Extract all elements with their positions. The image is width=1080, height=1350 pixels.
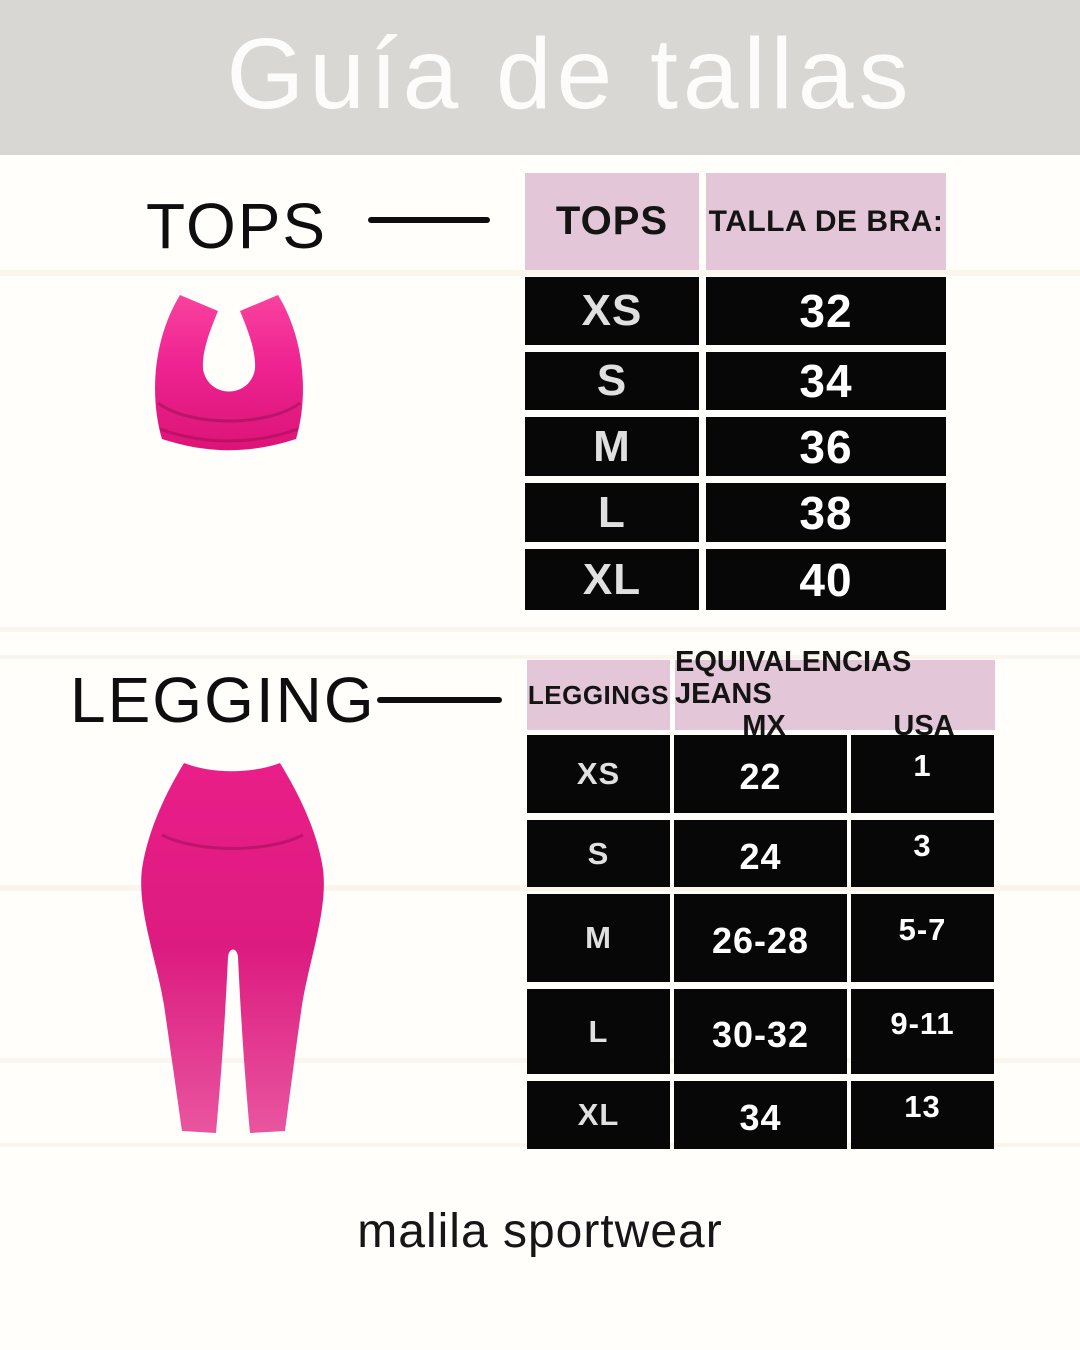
page-title: Guía de tallas xyxy=(226,18,914,130)
title-banner: Guía de tallas xyxy=(0,0,1080,155)
mx-value-cell: 22 xyxy=(674,735,847,813)
header-cell-product: TOPS xyxy=(525,173,699,270)
mx-value-cell: 24 xyxy=(674,820,847,887)
size-cell: XS xyxy=(527,735,670,813)
jeans-group-title: EQUIVALENCIAS JEANS xyxy=(675,646,912,711)
leggings-size-table: LEGGINGS EQUIVALENCIAS JEANS MX USA XS 2… xyxy=(527,646,995,1149)
leggings-table-header-row: LEGGINGS EQUIVALENCIAS JEANS MX USA xyxy=(527,646,995,742)
brand-name: malila sportwear xyxy=(357,1205,723,1258)
usa-value-cell: 9-11 xyxy=(851,989,994,1074)
background-stripe xyxy=(0,885,1080,891)
header-cell-jeans-group: EQUIVALENCIAS JEANS MX USA xyxy=(675,646,995,742)
mx-value-cell: 26-28 xyxy=(674,894,847,982)
background-stripe xyxy=(0,627,1080,632)
size-cell: XL xyxy=(527,1081,670,1149)
size-cell: S xyxy=(525,352,699,410)
size-cell: XS xyxy=(525,277,699,345)
brand-footer: malila sportwear xyxy=(0,1204,1080,1259)
header-cell-leggings: LEGGINGS xyxy=(527,660,670,730)
bra-size-cell: 36 xyxy=(706,417,946,476)
sports-bra-image xyxy=(155,295,303,451)
tops-table-body: XS 32 S 34 M 36 L 38 XL 40 xyxy=(525,277,946,610)
legging-dash-line xyxy=(377,697,502,703)
usa-value-cell: 13 xyxy=(851,1081,994,1149)
background-stripe xyxy=(0,270,1080,276)
bra-size-cell: 38 xyxy=(706,483,946,542)
usa-value-cell: 1 xyxy=(851,735,994,813)
size-cell: M xyxy=(527,894,670,982)
legging-heading: LEGGING xyxy=(70,664,376,736)
tops-table-header-row: TOPS TALLA DE BRA: xyxy=(525,173,946,270)
mx-value-cell: 34 xyxy=(674,1081,847,1149)
header-cell-bra-size: TALLA DE BRA: xyxy=(706,173,946,270)
usa-value-cell: 5-7 xyxy=(851,894,994,982)
usa-value-cell: 3 xyxy=(851,820,994,887)
size-cell: L xyxy=(525,483,699,542)
size-cell: L xyxy=(527,989,670,1074)
tops-heading: TOPS xyxy=(146,190,328,262)
leggings-image xyxy=(141,763,324,1133)
bra-size-cell: 34 xyxy=(706,352,946,410)
bra-size-cell: 40 xyxy=(706,549,946,610)
leggings-table-body: XS 22 1 S 24 3 M 26-28 5-7 L 30-32 9-11 … xyxy=(527,735,995,1149)
size-cell: M xyxy=(525,417,699,476)
size-cell: XL xyxy=(525,549,699,610)
tops-dash-line xyxy=(368,217,490,223)
mx-value-cell: 30-32 xyxy=(674,989,847,1074)
size-cell: S xyxy=(527,820,670,887)
tops-size-table: TOPS TALLA DE BRA: XS 32 S 34 M 36 L 38 … xyxy=(525,173,946,610)
background-stripe xyxy=(0,655,1080,659)
bra-size-cell: 32 xyxy=(706,277,946,345)
